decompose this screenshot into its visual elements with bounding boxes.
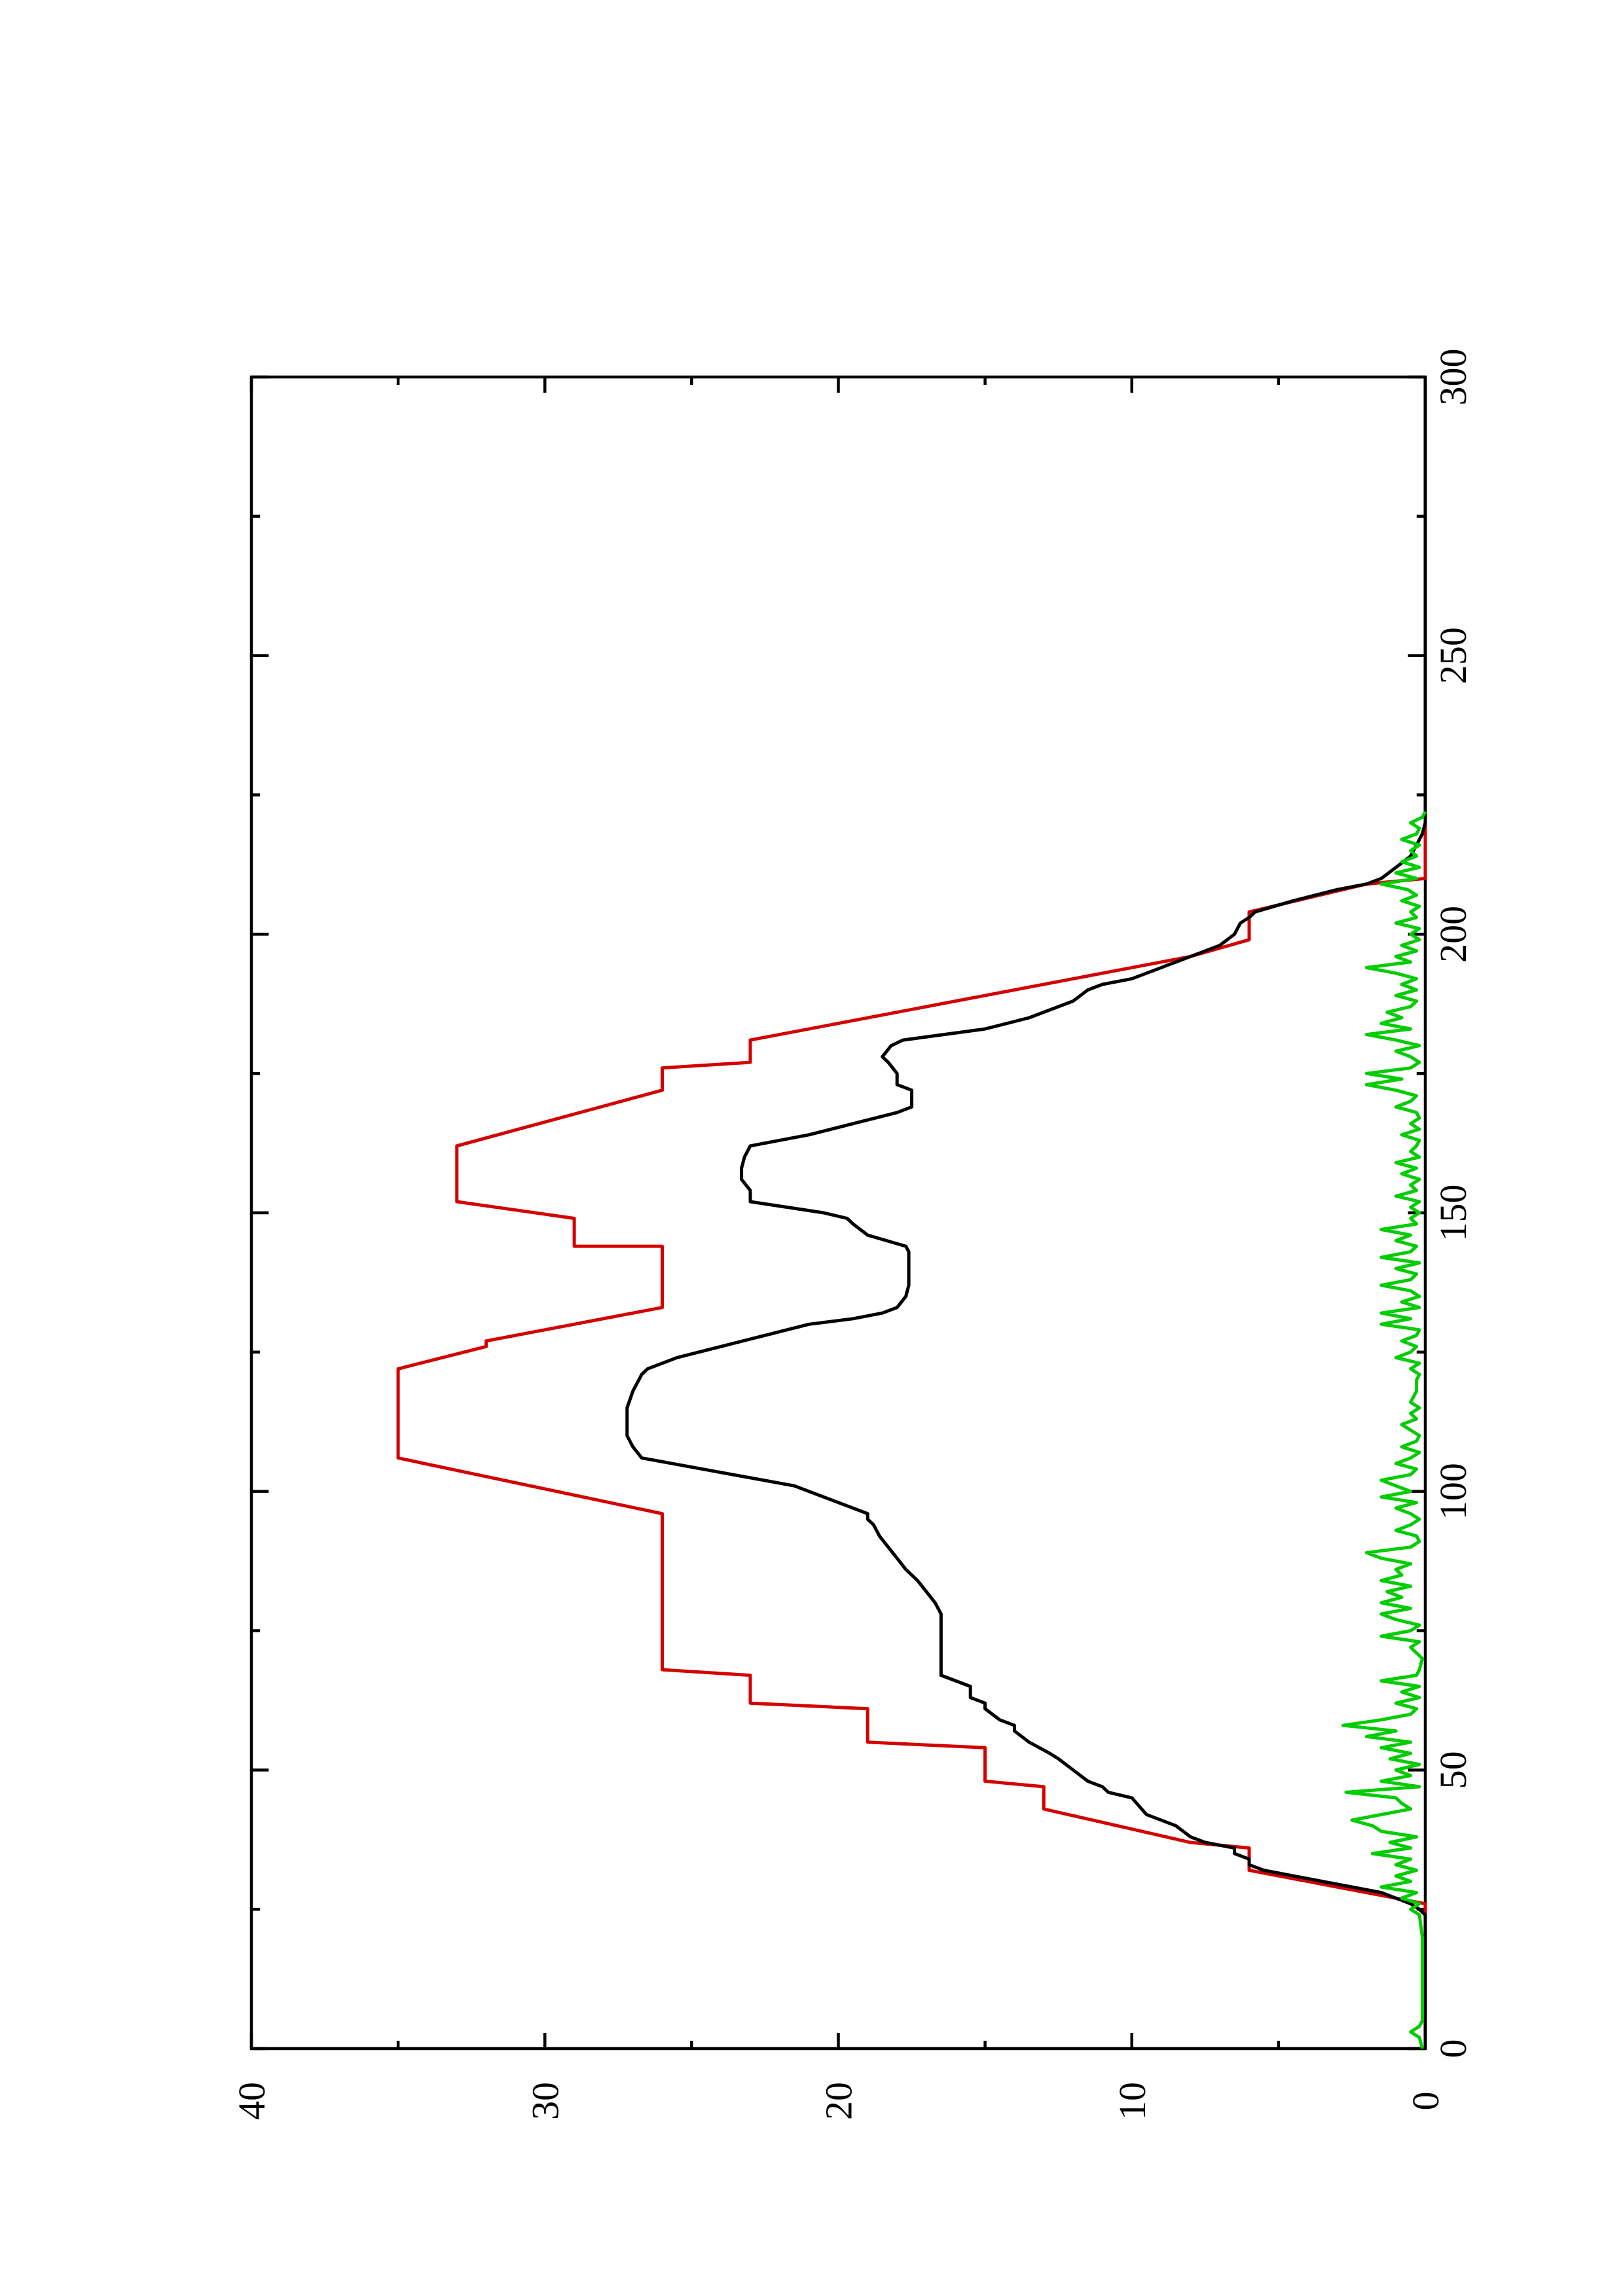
plot-frame xyxy=(249,375,1427,2051)
series-line-1 xyxy=(396,377,1427,2049)
x-tick-label: 250 xyxy=(1432,627,1474,684)
x-tick-label: 50 xyxy=(1432,1751,1474,1789)
y-tick-label: 20 xyxy=(818,2082,860,2120)
y-tick-label: 40 xyxy=(230,2082,273,2120)
y-tick-label: 30 xyxy=(524,2082,566,2120)
axis-ticks xyxy=(249,375,1427,2051)
x-tick-label: 200 xyxy=(1432,906,1474,963)
x-tick-label: 150 xyxy=(1432,1185,1474,1242)
y-tick-label: 0 xyxy=(1404,2092,1447,2111)
x-tick-label: 100 xyxy=(1432,1463,1474,1520)
series-lines xyxy=(396,377,1427,2049)
series-line-2 xyxy=(625,377,1427,2049)
plot-border xyxy=(249,375,1427,2051)
x-tick-label: 0 xyxy=(1432,2039,1474,2058)
y-tick-label: 10 xyxy=(1111,2082,1154,2120)
x-tick-label: 300 xyxy=(1432,349,1474,406)
tick-labels: 0 50 100 150 200 250 300 0 10 20 30 40 xyxy=(230,349,1474,2121)
series-line-3 xyxy=(1341,810,1427,2049)
